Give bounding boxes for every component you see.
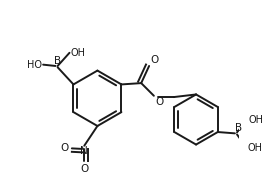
Text: O: O bbox=[150, 55, 158, 65]
Text: O: O bbox=[61, 143, 69, 153]
Text: OH: OH bbox=[71, 48, 86, 58]
Text: O: O bbox=[80, 164, 89, 174]
Text: N: N bbox=[80, 146, 88, 156]
Text: OH: OH bbox=[247, 143, 262, 153]
Text: B: B bbox=[54, 56, 61, 66]
Text: B: B bbox=[235, 123, 242, 133]
Text: OH: OH bbox=[249, 115, 264, 125]
Text: HO: HO bbox=[27, 60, 42, 70]
Text: O: O bbox=[155, 97, 164, 107]
